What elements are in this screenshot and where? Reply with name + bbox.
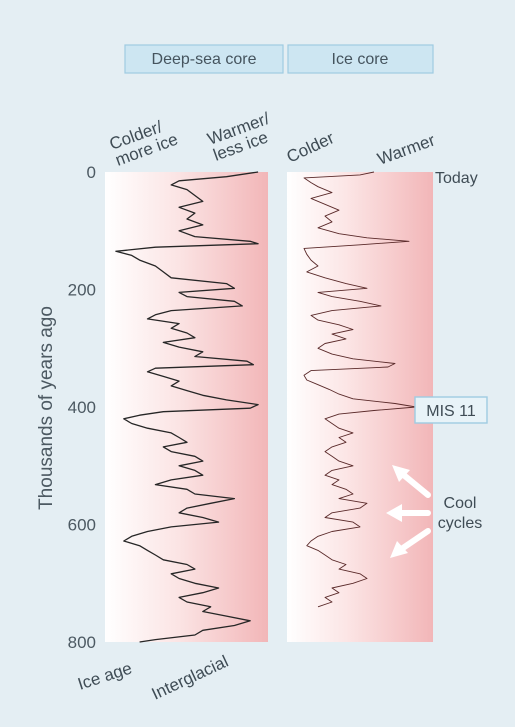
- y-tick-label: 600: [68, 516, 96, 535]
- cool-cycles-label-line1: Cool: [444, 495, 477, 512]
- ice-core-header-box: [287, 44, 434, 74]
- deep-sea-warm-label: Warmer/less ice: [205, 109, 278, 165]
- cool-cycle-arrow-1: [392, 465, 431, 498]
- ice-core-warm-label: Warmer: [375, 130, 438, 168]
- y-axis-title: Thousands of years ago: [36, 306, 57, 510]
- y-tick-label: 400: [68, 398, 96, 417]
- mis11-callout: MIS 11: [414, 396, 488, 424]
- deep-sea-core-series-line: [115, 171, 259, 643]
- y-tick-label: 800: [68, 633, 96, 652]
- cool-cycle-arrow-2: [386, 504, 431, 522]
- mis11-label: MIS 11: [426, 403, 476, 420]
- ice-core-panel: [287, 172, 433, 642]
- y-tick-label: 200: [68, 281, 96, 300]
- cool-cycle-arrow-3: [390, 528, 431, 558]
- ice-core-series-line: [303, 171, 417, 608]
- ice-core-header: Ice core: [287, 44, 434, 74]
- deep-sea-core-panel: [105, 172, 268, 642]
- ice-core-cold-label: Colder: [284, 128, 338, 167]
- ice-age-label: Ice age: [75, 659, 134, 694]
- cool-cycles-label-line2: cycles: [438, 515, 482, 532]
- deep-sea-core-title: Deep-sea core: [152, 51, 257, 68]
- mis11-callout-box: [414, 396, 488, 424]
- deep-sea-core-header: Deep-sea core: [124, 44, 284, 74]
- interglacial-label: Interglacial: [149, 652, 232, 704]
- today-label: Today: [435, 170, 478, 187]
- y-axis-ticks: 0 200 400 600 800: [68, 163, 96, 652]
- y-tick-label: 0: [87, 163, 96, 182]
- deep-sea-core-header-box: [124, 44, 284, 74]
- ice-core-title: Ice core: [332, 51, 389, 68]
- deep-sea-cold-label: Colder/more ice: [107, 114, 181, 170]
